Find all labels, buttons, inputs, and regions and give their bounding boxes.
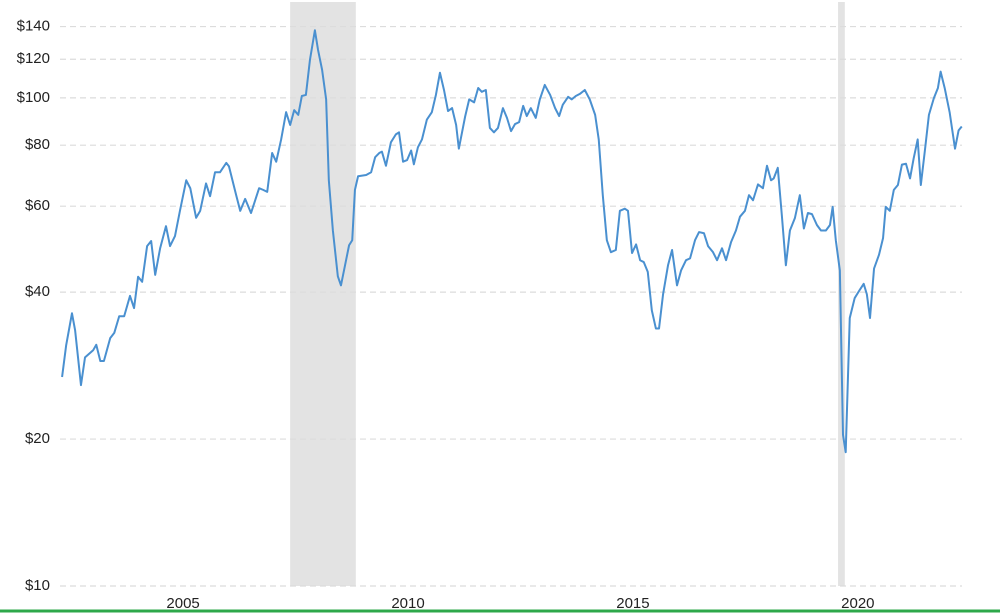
y-tick-label: $60 bbox=[25, 197, 50, 214]
y-tick-label: $140 bbox=[17, 18, 50, 35]
x-tick-label: 2020 bbox=[841, 595, 874, 612]
y-tick-label: $80 bbox=[25, 136, 50, 153]
y-tick-label: $100 bbox=[17, 89, 50, 106]
x-tick-label: 2015 bbox=[616, 595, 649, 612]
y-tick-label: $120 bbox=[17, 50, 50, 67]
recession-band bbox=[290, 2, 356, 586]
y-tick-label: $40 bbox=[25, 283, 50, 300]
recession-band bbox=[838, 2, 845, 586]
y-tick-label: $10 bbox=[25, 577, 50, 594]
y-tick-label: $20 bbox=[25, 430, 50, 447]
x-tick-label: 2010 bbox=[391, 595, 424, 612]
price-line bbox=[61, 29, 963, 454]
x-tick-label: 2005 bbox=[166, 595, 199, 612]
